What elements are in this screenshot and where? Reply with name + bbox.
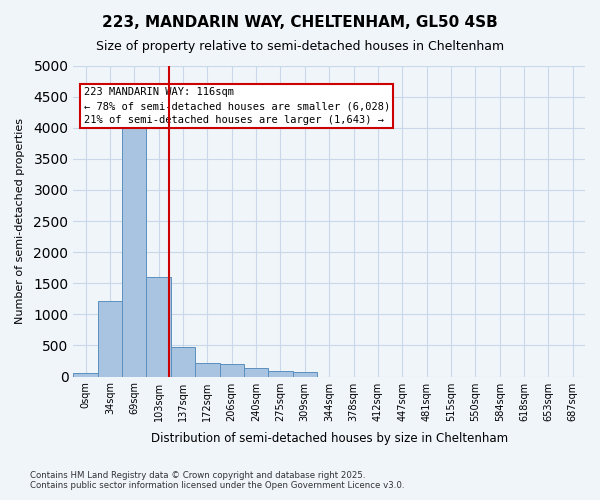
Bar	[146, 277, 171, 376]
Bar	[98, 300, 122, 376]
Text: Contains HM Land Registry data © Crown copyright and database right 2025.
Contai: Contains HM Land Registry data © Crown c…	[30, 470, 404, 490]
Bar	[220, 364, 244, 376]
Text: Size of property relative to semi-detached houses in Cheltenham: Size of property relative to semi-detach…	[96, 40, 504, 53]
Bar	[293, 372, 317, 376]
Bar	[268, 371, 293, 376]
Text: 223 MANDARIN WAY: 116sqm
← 78% of semi-detached houses are smaller (6,028)
21% o: 223 MANDARIN WAY: 116sqm ← 78% of semi-d…	[83, 88, 390, 126]
Bar	[195, 364, 220, 376]
Bar	[73, 374, 98, 376]
Bar	[171, 346, 195, 376]
Bar	[244, 368, 268, 376]
Y-axis label: Number of semi-detached properties: Number of semi-detached properties	[15, 118, 25, 324]
Text: 223, MANDARIN WAY, CHELTENHAM, GL50 4SB: 223, MANDARIN WAY, CHELTENHAM, GL50 4SB	[102, 15, 498, 30]
X-axis label: Distribution of semi-detached houses by size in Cheltenham: Distribution of semi-detached houses by …	[151, 432, 508, 445]
Bar	[122, 126, 146, 376]
